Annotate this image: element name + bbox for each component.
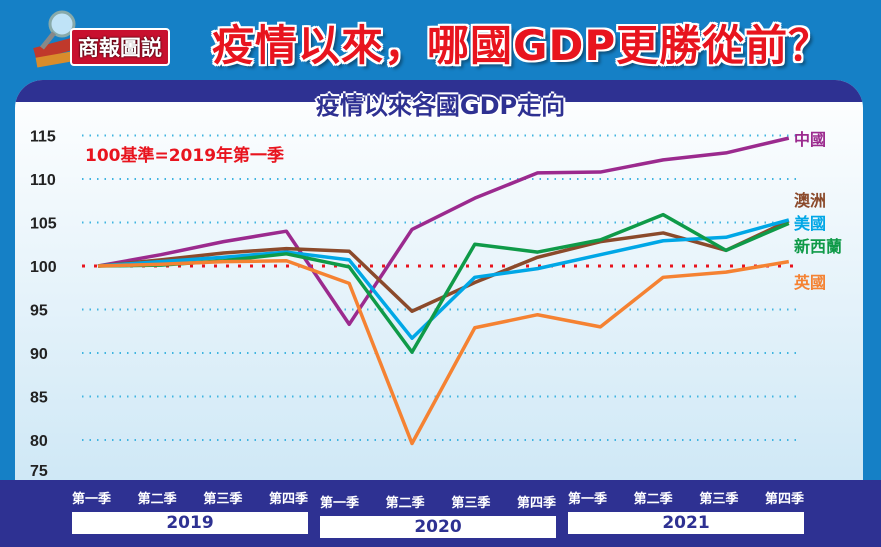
title-band — [15, 80, 863, 102]
x-tick-label: 第一季 — [320, 496, 360, 511]
quarter-labels: 第一季 第二季 第三季 第四季 — [568, 488, 804, 507]
x-tick-label: 第四季 — [764, 492, 804, 507]
magnifier-books-icon — [33, 10, 81, 68]
x-tick-label: 第二季 — [385, 496, 425, 511]
x-tick-label: 第二季 — [633, 492, 673, 507]
header: 商報圖説 疫情以來，哪國GDP更勝從前？ — [0, 0, 881, 82]
baseline-note: 100基準=2019年第一季 — [85, 145, 284, 166]
year-label: 2020 — [320, 516, 556, 538]
y-tick-label: 100 — [30, 259, 57, 276]
x-tick-label: 第三季 — [203, 492, 243, 507]
year-group: 第一季 第二季 第三季 第四季 2021 — [568, 488, 804, 534]
year-group: 第一季 第二季 第三季 第四季 2020 — [320, 492, 556, 538]
legend-label: 英國 — [793, 273, 826, 292]
chart-title: 疫情以來各國GDP走向 — [315, 92, 566, 120]
legend-label: 美國 — [794, 214, 826, 233]
quarter-labels: 第一季 第二季 第三季 第四季 — [72, 488, 308, 507]
line-chart: 75 80 85 90 95 100 105 110 115 100基準=2019年第一季 中國澳洲… — [30, 129, 842, 481]
chart-panel — [15, 80, 863, 480]
series-line-3 — [97, 212, 790, 354]
x-tick-label: 第二季 — [137, 492, 177, 507]
y-tick-label: 105 — [30, 216, 57, 233]
x-tick-label: 第三季 — [451, 496, 491, 511]
x-tick-label: 第四季 — [268, 492, 308, 507]
quarter-labels: 第一季 第二季 第三季 第四季 — [320, 492, 556, 511]
y-tick-label: 115 — [30, 129, 56, 146]
legend-label: 中國 — [794, 130, 826, 149]
series-line-2 — [97, 218, 790, 340]
series-line-4 — [97, 259, 790, 446]
series-line-0 — [97, 136, 790, 327]
year-group: 第一季 第二季 第三季 第四季 2019 — [72, 488, 308, 534]
y-tick-label: 90 — [30, 346, 48, 363]
headline: 疫情以來，哪國GDP更勝從前？ — [212, 21, 832, 70]
legend-label: 澳洲 — [794, 191, 826, 210]
y-tick-label: 75 — [30, 463, 48, 480]
year-label: 2021 — [568, 512, 804, 534]
year-label: 2019 — [72, 512, 308, 534]
y-tick-label: 110 — [30, 172, 56, 189]
legend-label: 新西蘭 — [794, 237, 842, 256]
y-tick-label: 85 — [30, 390, 48, 407]
y-tick-label: 95 — [30, 303, 48, 320]
x-tick-label: 第三季 — [699, 492, 739, 507]
section-badge: 商報圖説 — [70, 28, 170, 66]
x-axis-bar: 第一季 第二季 第三季 第四季 2019 第一季 第二季 第三季 第四季 2020 第一季 第二季 第三… — [0, 480, 881, 547]
x-tick-label: 第一季 — [568, 492, 608, 507]
y-tick-label: 80 — [30, 433, 48, 450]
x-tick-label: 第四季 — [516, 496, 556, 511]
x-tick-label: 第一季 — [72, 492, 112, 507]
